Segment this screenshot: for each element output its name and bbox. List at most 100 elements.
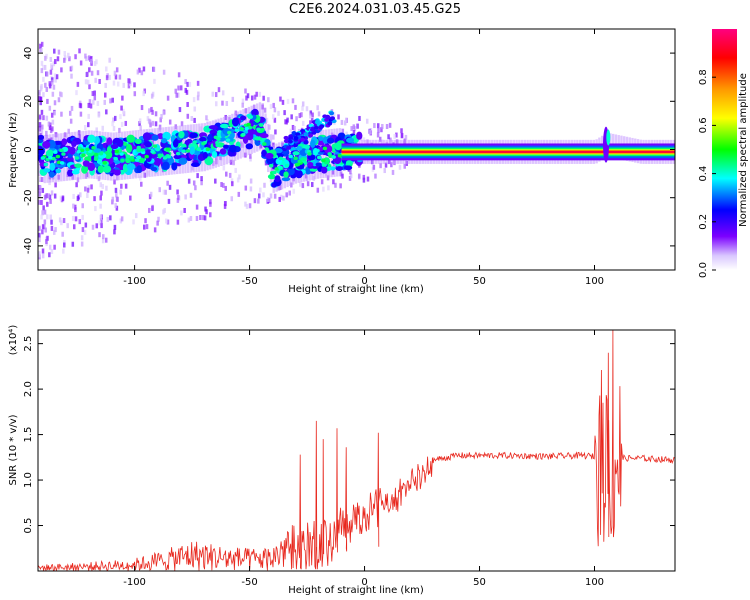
heatmap-noise-cell bbox=[362, 137, 366, 143]
heatmap-noise-cell bbox=[265, 117, 269, 123]
heatmap-blob bbox=[330, 166, 336, 171]
heatmap-noise-cell bbox=[53, 193, 57, 199]
heatmap-peak bbox=[226, 130, 232, 135]
heatmap-noise-cell bbox=[150, 106, 153, 112]
heatmap-noise-cell bbox=[72, 203, 75, 209]
heatmap-noise-cell bbox=[221, 90, 225, 96]
heatmap-noise-cell bbox=[199, 126, 202, 132]
heatmap-noise-cell bbox=[83, 125, 87, 131]
heatmap-noise-cell bbox=[366, 176, 370, 182]
heatmap-blob bbox=[300, 157, 307, 162]
heatmap-noise-cell bbox=[38, 237, 41, 243]
heatmap-noise-cell bbox=[326, 175, 330, 181]
heatmap-blob bbox=[247, 114, 254, 120]
heatmap-blob bbox=[71, 140, 77, 147]
heatmap-noise-cell bbox=[41, 253, 45, 259]
snr-x-axis-label: Height of straight line (km) bbox=[288, 585, 424, 596]
heatmap-noise-cell bbox=[60, 111, 63, 117]
heatmap-peak bbox=[53, 150, 58, 154]
heatmap-noise-cell bbox=[184, 79, 187, 85]
heatmap-peak bbox=[129, 155, 135, 160]
y-tick-label: 40 bbox=[23, 47, 34, 60]
heatmap-peak bbox=[272, 170, 277, 175]
heatmap-peak bbox=[229, 141, 234, 146]
heatmap-blob bbox=[116, 139, 124, 148]
heatmap-noise-cell bbox=[114, 115, 117, 121]
heatmap-blob bbox=[151, 134, 159, 141]
heatmap-noise-cell bbox=[41, 248, 45, 254]
heatmap-peak bbox=[234, 128, 239, 132]
heatmap-noise-cell bbox=[200, 176, 203, 182]
heatmap-blob bbox=[208, 125, 218, 130]
colorbar-scale bbox=[712, 29, 737, 270]
heatmap-blob bbox=[345, 160, 353, 166]
heatmap-noise-cell bbox=[214, 92, 218, 98]
heatmap-blob bbox=[259, 133, 269, 139]
heatmap-noise-cell bbox=[84, 186, 87, 192]
heatmap-noise-cell bbox=[102, 234, 105, 240]
heatmap-noise-cell bbox=[114, 202, 117, 208]
heatmap-noise-cell bbox=[231, 96, 235, 102]
heatmap-noise-cell bbox=[62, 218, 66, 224]
heatmap-noise-cell bbox=[79, 60, 83, 66]
heatmap-peak bbox=[201, 141, 206, 146]
heatmap-peak bbox=[317, 155, 322, 160]
heatmap-blob bbox=[245, 143, 254, 150]
heatmap-noise-cell bbox=[144, 218, 147, 224]
heatmap-peak bbox=[136, 155, 142, 160]
heatmap-blob bbox=[61, 138, 68, 146]
heatmap-peak bbox=[175, 151, 181, 156]
heatmap-noise-cell bbox=[272, 134, 275, 140]
heatmap-noise-cell bbox=[57, 49, 61, 55]
heatmap-noise-cell bbox=[98, 220, 101, 226]
heatmap-noise-cell bbox=[255, 91, 258, 97]
heatmap-noise-cell bbox=[154, 121, 158, 127]
heatmap-blob bbox=[172, 139, 179, 148]
heatmap-noise-cell bbox=[99, 195, 102, 201]
heatmap-noise-cell bbox=[74, 216, 78, 222]
heatmap-noise-cell bbox=[205, 209, 208, 215]
heatmap-blob bbox=[122, 163, 129, 173]
heatmap-noise-cell bbox=[90, 58, 93, 64]
heatmap-noise-cell bbox=[143, 88, 147, 94]
heatmap-noise-cell bbox=[113, 70, 117, 76]
heatmap-noise-cell bbox=[273, 193, 277, 199]
heatmap-noise-cell bbox=[145, 224, 149, 230]
heatmap-noise-cell bbox=[71, 241, 75, 247]
heatmap-blob bbox=[207, 134, 213, 142]
heatmap-blob bbox=[228, 144, 237, 153]
heatmap-noise-cell bbox=[136, 69, 140, 75]
heatmap-noise-cell bbox=[374, 173, 377, 179]
heatmap-noise-cell bbox=[84, 53, 87, 59]
heatmap-noise-cell bbox=[60, 220, 63, 226]
heatmap-noise-cell bbox=[223, 203, 227, 209]
heatmap-noise-cell bbox=[122, 108, 125, 114]
x-tick-label: 50 bbox=[473, 577, 486, 588]
heatmap-peak bbox=[241, 132, 246, 137]
heatmap-noise-cell bbox=[48, 180, 51, 186]
heatmap-noise-cell bbox=[381, 123, 384, 129]
heatmap-noise-cell bbox=[356, 123, 359, 129]
heatmap-noise-cell bbox=[46, 98, 49, 104]
heatmap-peak bbox=[274, 167, 279, 171]
colorbar-ticks: 0.0 0.2 0.4 0.6 0.8 bbox=[698, 69, 716, 278]
heatmap-noise-cell bbox=[179, 85, 183, 91]
heatmap-noise-cell bbox=[159, 117, 162, 123]
heatmap-noise-cell bbox=[96, 100, 100, 106]
heatmap-noise-cell bbox=[88, 84, 91, 90]
heatmap-noise-cell bbox=[258, 91, 262, 97]
heatmap-peak bbox=[166, 154, 172, 159]
heatmap-noise-cell bbox=[50, 190, 54, 196]
heatmap-noise-cell bbox=[43, 219, 47, 225]
x-tick-label: -100 bbox=[123, 577, 146, 588]
heatmap-blob bbox=[150, 166, 158, 172]
x-tick-label: 100 bbox=[585, 276, 604, 287]
heatmap-noise-cell bbox=[238, 174, 241, 180]
heatmap-noise-cell bbox=[81, 227, 85, 233]
heatmap-noise-cell bbox=[75, 182, 78, 188]
heatmap-blob bbox=[267, 174, 276, 180]
heatmap-noise-cell bbox=[116, 81, 120, 87]
heatmap-noise-cell bbox=[192, 97, 196, 103]
heatmap-noise-cell bbox=[262, 95, 265, 101]
colorbar: 0.0 0.2 0.4 0.6 0.8 Normalized spectral ampl… bbox=[698, 29, 749, 278]
